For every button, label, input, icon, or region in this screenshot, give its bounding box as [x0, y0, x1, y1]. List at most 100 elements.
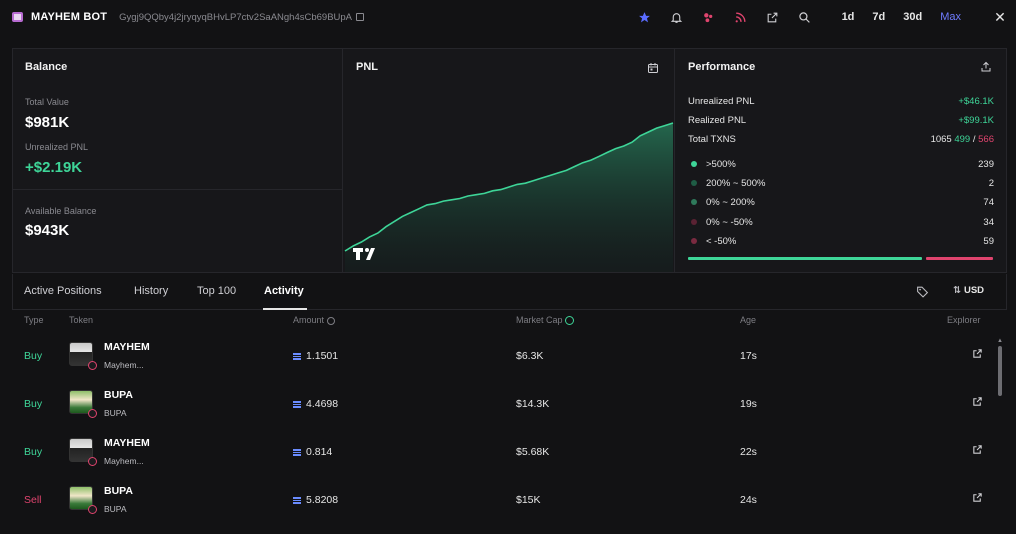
perf-txns-label: Total TXNS	[688, 133, 736, 145]
available-balance-label: Available Balance	[25, 206, 97, 216]
table-row[interactable]: Buy MAYHEM Mayhem... 0.814 $5.68K 22s	[12, 428, 992, 476]
token-symbol: BUPA	[104, 389, 133, 401]
tab-history[interactable]: History	[134, 285, 169, 297]
explorer-link-icon[interactable]	[972, 348, 983, 359]
row-type: Buy	[24, 350, 43, 362]
row-age: 22s	[740, 446, 757, 458]
bucket-row: 0% ~ -50% 34	[688, 215, 994, 229]
perf-txns-values: 1065 499 / 566	[931, 134, 994, 145]
perf-unrealized-row: Unrealized PNL +$46.1K	[688, 94, 994, 108]
summary-panels: Balance Total Value $981K Unrealized PNL…	[12, 48, 1007, 273]
perf-unrealized-label: Unrealized PNL	[688, 95, 755, 107]
row-market-cap: $6.3K	[516, 350, 544, 362]
tradingview-logo-icon	[353, 248, 375, 260]
bucket-label: 200% ~ 500%	[706, 177, 766, 189]
platform-badge-icon	[88, 457, 97, 466]
currency-toggle[interactable]: ⇅ USD	[953, 285, 984, 296]
balance-panel: Balance Total Value $981K Unrealized PNL…	[13, 49, 343, 272]
scrollbar[interactable]: ▲	[997, 338, 1003, 534]
top-bar: MAYHEM BOT Gygj9QQby4j2jryqyqBHvLP7ctv2S…	[0, 0, 1016, 34]
app-title: MAYHEM BOT	[31, 11, 108, 23]
col-type: Type	[24, 315, 44, 325]
row-amount: 5.8208	[293, 494, 338, 506]
bucket-label: 0% ~ -50%	[706, 216, 753, 228]
external-link-icon[interactable]	[757, 0, 789, 34]
bucket-dot	[691, 180, 697, 186]
positions-tabs: Active Positions History Top 100 Activit…	[12, 274, 1007, 310]
range-30d[interactable]: 30d	[903, 11, 923, 23]
row-market-cap: $15K	[516, 494, 541, 506]
bucket-value: 59	[983, 235, 994, 247]
token-symbol: BUPA	[104, 485, 133, 497]
star-icon[interactable]	[629, 0, 661, 34]
tag-icon[interactable]	[916, 285, 929, 298]
txns-separator: /	[972, 133, 976, 145]
txns-buy: 499	[954, 133, 971, 145]
perf-txns-row: Total TXNS 1065 499 / 566	[688, 132, 994, 146]
explorer-link-icon[interactable]	[972, 492, 983, 503]
loss-ratio-bar	[926, 257, 993, 260]
bucket-dot	[691, 199, 697, 205]
solana-icon	[293, 352, 301, 360]
balance-title: Balance	[25, 61, 68, 73]
pnl-panel: PNL	[343, 49, 675, 272]
table-row[interactable]: Buy MAYHEM Mayhem... 1.1501 $6.3K 17s	[12, 332, 992, 380]
row-type: Buy	[24, 446, 43, 458]
scroll-thumb[interactable]	[998, 346, 1002, 396]
bucket-dot	[691, 161, 697, 167]
table-header: Type Token Amount Market Cap Age Explore…	[12, 312, 1007, 330]
performance-panel: Performance Unrealized PNL +$46.1K Reali…	[675, 49, 1006, 272]
table-row[interactable]: Sell BUPA BUPA 5.8208 $15K 24s	[12, 476, 992, 524]
row-type: Sell	[24, 494, 42, 506]
perf-realized-label: Realized PNL	[688, 114, 747, 126]
scroll-up-icon[interactable]: ▲	[997, 338, 1003, 344]
bell-icon[interactable]	[661, 0, 693, 34]
table-row[interactable]: Buy BUPA BUPA 4.4698 $14.3K 19s	[12, 380, 992, 428]
row-age: 19s	[740, 398, 757, 410]
share-icon[interactable]	[980, 61, 992, 73]
available-balance-value: $943K	[25, 222, 70, 239]
bucket-row: 0% ~ 200% 74	[688, 195, 994, 209]
txns-sell: 566	[978, 133, 994, 145]
pnl-line	[344, 122, 674, 252]
refresh-icon	[565, 316, 575, 326]
bucket-label: < -50%	[706, 235, 737, 247]
solana-icon	[293, 496, 301, 504]
row-age: 17s	[740, 350, 757, 362]
explorer-link-icon[interactable]	[972, 396, 983, 407]
solana-icon	[293, 400, 301, 408]
row-market-cap: $14.3K	[516, 398, 550, 410]
row-type: Buy	[24, 398, 43, 410]
bucket-row: >500% 239	[688, 157, 994, 171]
range-1d[interactable]: 1d	[841, 11, 855, 23]
calendar-icon[interactable]	[647, 62, 659, 74]
bucket-label: >500%	[706, 158, 736, 170]
tab-active-positions[interactable]: Active Positions	[24, 285, 102, 297]
bucket-value: 2	[988, 177, 994, 189]
platform-badge-icon	[88, 505, 97, 514]
bucket-row: 200% ~ 500% 2	[688, 176, 994, 190]
row-amount: 4.4698	[293, 398, 338, 410]
perf-realized-row: Realized PNL +$99.1K	[688, 113, 994, 127]
bucket-value: 239	[978, 158, 994, 170]
active-tab-indicator	[263, 308, 307, 310]
copy-icon[interactable]	[356, 13, 365, 21]
rss-icon[interactable]	[725, 0, 757, 34]
token-symbol: MAYHEM	[104, 341, 150, 353]
unrealized-pnl-value: +$2.19K	[25, 159, 83, 176]
token-name: Mayhem...	[104, 360, 144, 370]
range-7d[interactable]: 7d	[872, 11, 886, 23]
explorer-link-icon[interactable]	[972, 444, 983, 455]
platform-badge-icon	[88, 409, 97, 418]
col-age: Age	[740, 315, 757, 325]
close-icon[interactable]: ✕	[994, 8, 1006, 25]
tab-top-100[interactable]: Top 100	[197, 285, 237, 297]
range-max[interactable]: Max	[940, 11, 961, 23]
search-icon[interactable]	[789, 0, 821, 34]
token-name: BUPA	[104, 408, 127, 418]
perf-unrealized-value: +$46.1K	[958, 95, 994, 107]
performance-title: Performance	[688, 61, 756, 73]
txns-total: 1065	[930, 133, 952, 145]
bubbles-icon[interactable]	[693, 0, 725, 34]
tab-activity[interactable]: Activity	[264, 285, 304, 297]
